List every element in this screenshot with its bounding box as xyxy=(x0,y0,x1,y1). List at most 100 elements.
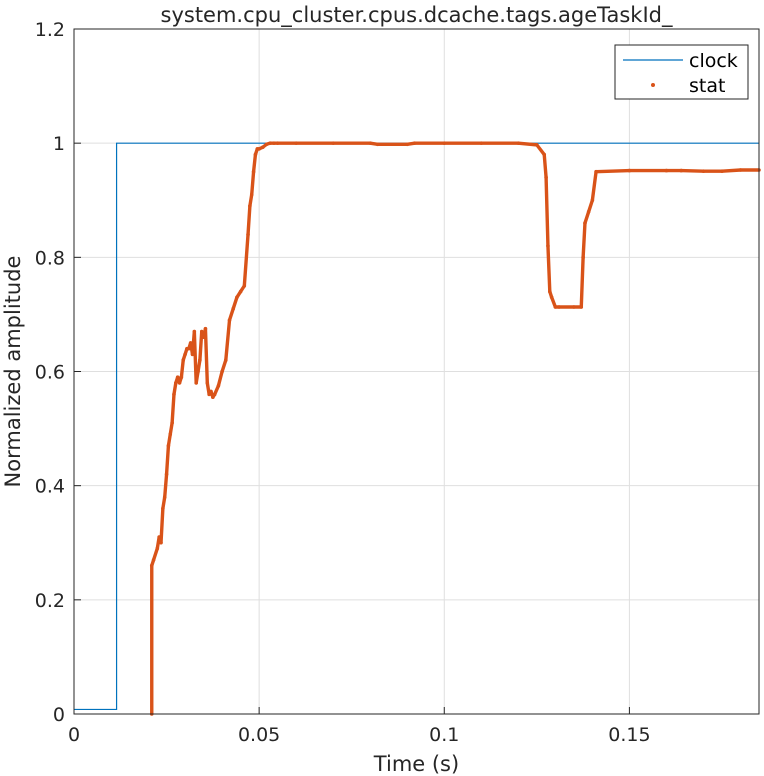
series-stat-point xyxy=(212,392,217,397)
series-stat-point xyxy=(170,421,174,425)
legend-label-stat: stat xyxy=(689,75,725,97)
series-stat-point xyxy=(235,295,239,300)
legend-swatch-stat xyxy=(651,83,655,87)
series-stat-point xyxy=(253,152,258,157)
series-stat-point xyxy=(168,432,173,437)
series-stat-point xyxy=(249,192,254,197)
y-tick-label: 0.8 xyxy=(35,247,65,269)
series-stat-point xyxy=(549,295,554,300)
series-stat-point xyxy=(209,389,213,394)
series-stat-point xyxy=(542,152,547,157)
series-stat-point xyxy=(572,305,576,309)
series-stat-point xyxy=(242,284,247,288)
series-stat-point xyxy=(186,346,191,351)
series-stat-point xyxy=(190,352,195,357)
series-stat-point xyxy=(479,141,484,145)
series-stat-point xyxy=(257,147,261,151)
x-tick-label: 0.05 xyxy=(238,724,280,746)
series-stat-point xyxy=(157,535,161,539)
y-tick-label: 1 xyxy=(53,133,65,155)
series-stat-point xyxy=(294,141,298,145)
legend-box xyxy=(614,44,749,100)
x-tick-label: 0.1 xyxy=(429,724,459,746)
series-stat-point xyxy=(272,141,276,145)
y-axis-label: Normalized amplitude xyxy=(1,256,25,488)
series-stat-point xyxy=(166,443,171,448)
series-stat-point xyxy=(224,358,228,362)
series-stat-point xyxy=(207,392,211,397)
series-stat-point xyxy=(201,335,206,340)
series-stat-point xyxy=(175,375,180,380)
chart-title: system.cpu_cluster.cpus.dcache.tags.ageT… xyxy=(161,3,673,28)
series-stat-point xyxy=(203,326,208,331)
series-stat-point xyxy=(159,540,163,545)
series-stat-point xyxy=(516,141,521,145)
y-tick-label: 0.2 xyxy=(35,590,65,612)
legend: clock stat xyxy=(614,44,749,100)
series-stat-point xyxy=(679,168,684,173)
series-stat-point xyxy=(231,306,236,311)
series-stat-point xyxy=(581,255,585,260)
series-stat-point xyxy=(205,381,210,385)
series-stat-point xyxy=(590,198,595,203)
series-stat-point xyxy=(188,341,193,345)
series-stat-point xyxy=(155,546,160,551)
series-stat-point xyxy=(196,369,200,374)
x-axis-label: Time (s) xyxy=(373,752,459,776)
series-stat-point xyxy=(442,141,447,145)
series-stat-point xyxy=(627,168,632,173)
y-tick-label: 1.2 xyxy=(35,19,65,41)
y-tick-label: 0 xyxy=(53,704,65,726)
series-stat-point xyxy=(227,318,232,322)
series-stat-point xyxy=(149,563,154,568)
series-stat-point xyxy=(199,329,204,334)
series-stat-point xyxy=(701,169,706,173)
series-stat-point xyxy=(164,472,169,477)
series-stat-point xyxy=(161,506,165,511)
y-tick-label: 0.6 xyxy=(35,362,65,384)
series-stat-point xyxy=(251,169,256,174)
series-stat-point xyxy=(216,383,221,388)
series-stat-point xyxy=(198,358,202,362)
series-stat-point xyxy=(268,141,273,145)
series-stat-point xyxy=(179,375,184,380)
series-stat-point xyxy=(181,358,186,362)
series-stat-point xyxy=(375,142,380,147)
series-stat-point xyxy=(172,392,176,397)
series-stat-point xyxy=(177,381,182,385)
series-stat-point xyxy=(220,369,224,374)
series-stat-point xyxy=(546,244,550,248)
series-stat-point xyxy=(211,395,215,399)
series-stat-point xyxy=(553,305,558,309)
series-stat-point xyxy=(368,141,373,145)
series-stat-point xyxy=(264,142,269,147)
series-stat-point xyxy=(183,352,187,357)
series-stat-point xyxy=(194,381,198,385)
series-stat-point xyxy=(548,289,552,294)
y-tick-label: 0.4 xyxy=(35,476,65,498)
series-stat-point xyxy=(275,141,280,145)
series-stat-point xyxy=(405,142,410,147)
series-stat-point xyxy=(246,232,250,237)
series-stat-point xyxy=(583,221,587,225)
series-stat-point xyxy=(544,175,548,180)
series-stat-point xyxy=(261,145,265,149)
plot-area xyxy=(74,141,761,716)
series-stat-point xyxy=(412,141,417,145)
series-stat-point xyxy=(162,495,167,499)
series-stat-point xyxy=(738,168,743,172)
series-stat-point xyxy=(174,381,178,385)
series-stat-point xyxy=(535,143,539,147)
series-stat-point xyxy=(331,141,335,145)
x-tick-label: 0.15 xyxy=(608,724,650,746)
series-stat-point xyxy=(557,305,561,309)
series-stat-point xyxy=(720,169,724,173)
series-stat-point xyxy=(579,305,584,309)
series-stat-point xyxy=(664,168,669,173)
series-stat-point xyxy=(248,204,252,208)
series-stat-point xyxy=(594,169,598,174)
series-stat-point xyxy=(192,329,197,334)
series-stat-point xyxy=(586,209,591,214)
